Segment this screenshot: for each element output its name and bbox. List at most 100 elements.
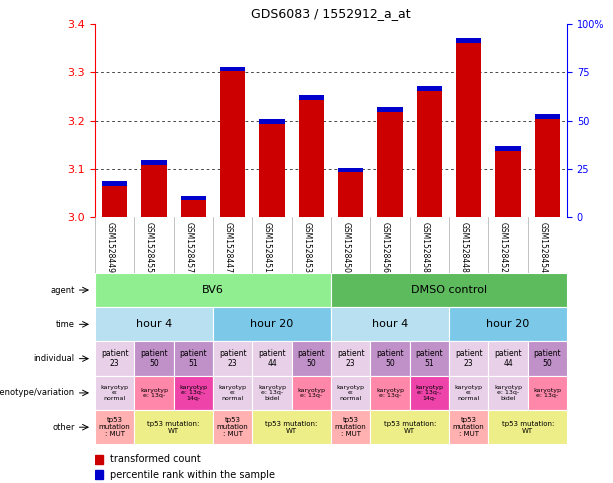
Bar bbox=[449, 341, 489, 376]
Bar bbox=[134, 376, 173, 410]
Text: GSM1528447: GSM1528447 bbox=[224, 222, 233, 273]
Bar bbox=[213, 307, 331, 341]
Text: hour 20: hour 20 bbox=[486, 319, 530, 329]
Bar bbox=[292, 341, 331, 376]
Text: hour 20: hour 20 bbox=[250, 319, 294, 329]
Text: patient
51: patient 51 bbox=[180, 349, 207, 369]
Text: patient
23: patient 23 bbox=[455, 349, 482, 369]
Text: tp53
mutation
: MUT: tp53 mutation : MUT bbox=[453, 417, 484, 437]
Bar bbox=[95, 410, 134, 444]
Text: karyotyp
e: 13q-: karyotyp e: 13q- bbox=[297, 387, 326, 398]
Text: tp53 mutation:
WT: tp53 mutation: WT bbox=[148, 421, 200, 434]
Bar bbox=[338, 168, 364, 172]
Bar bbox=[220, 71, 245, 217]
Text: individual: individual bbox=[34, 354, 75, 363]
Bar bbox=[338, 172, 364, 217]
Text: karyotyp
e: 13q-: karyotyp e: 13q- bbox=[533, 387, 562, 398]
Text: agent: agent bbox=[50, 285, 75, 295]
Text: karyotyp
e:
normal: karyotyp e: normal bbox=[455, 384, 482, 401]
Bar bbox=[528, 376, 567, 410]
Bar bbox=[220, 67, 245, 71]
Text: tp53 mutation:
WT: tp53 mutation: WT bbox=[384, 421, 436, 434]
Bar bbox=[489, 376, 528, 410]
Bar bbox=[141, 160, 167, 165]
Text: karyotyp
e: 13q-
bidel: karyotyp e: 13q- bidel bbox=[494, 384, 522, 401]
Bar bbox=[417, 86, 442, 91]
Text: tp53
mutation
: MUT: tp53 mutation : MUT bbox=[217, 417, 248, 437]
Bar bbox=[331, 341, 370, 376]
Bar bbox=[409, 376, 449, 410]
Bar bbox=[489, 410, 567, 444]
Text: BV6: BV6 bbox=[202, 285, 224, 295]
Text: patient
50: patient 50 bbox=[533, 349, 561, 369]
Text: tp53
mutation
: MUT: tp53 mutation : MUT bbox=[99, 417, 131, 437]
Text: GSM1528456: GSM1528456 bbox=[381, 222, 390, 273]
Bar bbox=[173, 341, 213, 376]
Bar bbox=[95, 273, 331, 307]
Bar bbox=[95, 307, 213, 341]
Bar bbox=[95, 470, 104, 479]
Text: GSM1528452: GSM1528452 bbox=[499, 222, 508, 273]
Bar bbox=[213, 341, 253, 376]
Text: tp53 mutation:
WT: tp53 mutation: WT bbox=[501, 421, 554, 434]
Text: patient
44: patient 44 bbox=[494, 349, 522, 369]
Bar bbox=[95, 341, 134, 376]
Text: karyotyp
e: 13q-: karyotyp e: 13q- bbox=[376, 387, 404, 398]
Bar bbox=[331, 273, 567, 307]
Bar bbox=[253, 376, 292, 410]
Text: GSM1528449: GSM1528449 bbox=[105, 222, 115, 273]
Bar bbox=[299, 95, 324, 100]
Text: patient
50: patient 50 bbox=[376, 349, 404, 369]
Text: patient
50: patient 50 bbox=[140, 349, 168, 369]
Text: patient
23: patient 23 bbox=[337, 349, 365, 369]
Bar bbox=[331, 410, 370, 444]
Text: patient
23: patient 23 bbox=[219, 349, 246, 369]
Bar bbox=[213, 376, 253, 410]
Text: patient
50: patient 50 bbox=[297, 349, 325, 369]
Bar bbox=[377, 112, 403, 217]
Bar bbox=[181, 196, 206, 200]
Text: GSM1528448: GSM1528448 bbox=[460, 222, 469, 273]
Text: patient
44: patient 44 bbox=[258, 349, 286, 369]
Bar bbox=[495, 151, 521, 217]
Text: GSM1528454: GSM1528454 bbox=[538, 222, 547, 273]
Text: karyotyp
e:
normal: karyotyp e: normal bbox=[219, 384, 246, 401]
Bar bbox=[259, 119, 285, 124]
Text: genotype/variation: genotype/variation bbox=[0, 388, 75, 398]
Text: transformed count: transformed count bbox=[110, 454, 201, 464]
Text: karyotyp
e: 13q-: karyotyp e: 13q- bbox=[140, 387, 168, 398]
Bar bbox=[449, 307, 567, 341]
Text: time: time bbox=[56, 320, 75, 329]
Bar bbox=[253, 410, 331, 444]
Bar bbox=[173, 376, 213, 410]
Bar bbox=[95, 376, 134, 410]
Text: patient
51: patient 51 bbox=[416, 349, 443, 369]
Bar bbox=[259, 124, 285, 217]
Bar bbox=[535, 119, 560, 217]
Bar bbox=[449, 410, 489, 444]
Bar bbox=[331, 307, 449, 341]
Text: hour 4: hour 4 bbox=[372, 319, 408, 329]
Bar bbox=[409, 341, 449, 376]
Text: karyotyp
e:
normal: karyotyp e: normal bbox=[101, 384, 129, 401]
Bar bbox=[449, 376, 489, 410]
Bar bbox=[377, 107, 403, 112]
Text: karyotyp
e: 13q-,
14q-: karyotyp e: 13q-, 14q- bbox=[180, 384, 207, 401]
Text: DMSO control: DMSO control bbox=[411, 285, 487, 295]
Text: hour 4: hour 4 bbox=[136, 319, 172, 329]
Text: percentile rank within the sample: percentile rank within the sample bbox=[110, 470, 275, 480]
Text: other: other bbox=[52, 423, 75, 432]
Bar bbox=[181, 200, 206, 217]
Bar bbox=[417, 91, 442, 217]
Text: patient
23: patient 23 bbox=[101, 349, 129, 369]
Text: karyotyp
e: 13q-
bidel: karyotyp e: 13q- bidel bbox=[258, 384, 286, 401]
Text: tp53
mutation
: MUT: tp53 mutation : MUT bbox=[335, 417, 367, 437]
Bar bbox=[102, 186, 128, 217]
Title: GDS6083 / 1552912_a_at: GDS6083 / 1552912_a_at bbox=[251, 7, 411, 20]
Bar bbox=[331, 376, 370, 410]
Bar bbox=[370, 341, 409, 376]
Bar bbox=[535, 114, 560, 119]
Text: GSM1528458: GSM1528458 bbox=[421, 222, 429, 273]
Text: GSM1528451: GSM1528451 bbox=[263, 222, 272, 273]
Text: GSM1528457: GSM1528457 bbox=[185, 222, 193, 273]
